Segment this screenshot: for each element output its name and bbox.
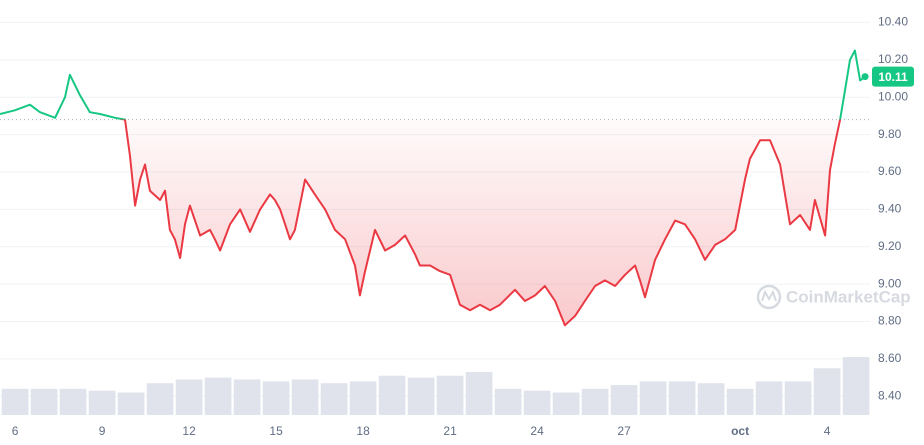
volume-bar xyxy=(552,392,580,415)
y-tick-label: 8.60 xyxy=(878,351,902,365)
y-tick-label: 9.00 xyxy=(878,276,902,290)
volume-bar xyxy=(668,381,696,415)
volume-bar xyxy=(175,379,203,415)
volume-bar xyxy=(117,392,145,415)
last-price-label: 10.11 xyxy=(878,70,908,84)
y-tick-label: 10.40 xyxy=(878,15,908,29)
volume-bar xyxy=(755,381,783,415)
price-line xyxy=(0,49,866,327)
watermark: CoinMarketCap xyxy=(756,284,911,310)
x-tick-label: 15 xyxy=(269,424,283,438)
last-price-dot xyxy=(861,73,869,81)
volume-bar xyxy=(494,388,522,415)
volume-bar xyxy=(204,377,232,415)
y-tick-label: 9.80 xyxy=(878,127,902,141)
x-tick-label: 21 xyxy=(443,424,457,438)
y-tick-label: 10.00 xyxy=(878,89,908,103)
volume-bar xyxy=(146,383,174,415)
volume-bar xyxy=(581,388,609,415)
volume-bar xyxy=(378,375,406,415)
watermark-logo-mark xyxy=(761,289,777,302)
volume-bar xyxy=(233,379,261,415)
volume-bar xyxy=(523,390,551,415)
x-tick-label: 27 xyxy=(617,424,631,438)
x-tick-label: 6 xyxy=(12,424,19,438)
x-tick-label: oct xyxy=(731,424,749,438)
volume-bar xyxy=(407,377,435,415)
y-tick-label: 9.20 xyxy=(878,239,902,253)
volume-bar xyxy=(842,357,870,415)
x-tick-label: 24 xyxy=(530,424,544,438)
volume-bar xyxy=(262,381,290,415)
volume-bar xyxy=(30,388,58,415)
watermark-text: CoinMarketCap xyxy=(786,287,911,306)
volume-bar xyxy=(726,388,754,415)
volume-bar xyxy=(610,385,638,415)
volume-bar xyxy=(88,390,116,415)
x-tick-label: 4 xyxy=(824,424,831,438)
volume-bar xyxy=(784,381,812,415)
y-tick-label: 8.40 xyxy=(878,388,902,402)
x-tick-label: 18 xyxy=(356,424,370,438)
x-tick-label: 9 xyxy=(99,424,106,438)
volume-bar xyxy=(697,383,725,415)
y-tick-label: 9.60 xyxy=(878,164,902,178)
volume-bar xyxy=(320,383,348,415)
volume-bar xyxy=(436,375,464,415)
watermark-logo xyxy=(756,284,782,310)
y-tick-label: 10.20 xyxy=(878,52,908,66)
volume-bar xyxy=(1,388,29,415)
volume-bar xyxy=(465,372,493,415)
price-area xyxy=(0,119,866,326)
volume-bar xyxy=(291,379,319,415)
volume-bar xyxy=(639,381,667,415)
volume-bar xyxy=(813,368,841,415)
volume-bar xyxy=(59,388,87,415)
last-price-box xyxy=(872,66,914,87)
x-tick-label: 12 xyxy=(182,424,196,438)
volume-bar xyxy=(349,381,377,415)
y-tick-label: 9.40 xyxy=(878,202,902,216)
y-tick-label: 8.80 xyxy=(878,314,902,328)
